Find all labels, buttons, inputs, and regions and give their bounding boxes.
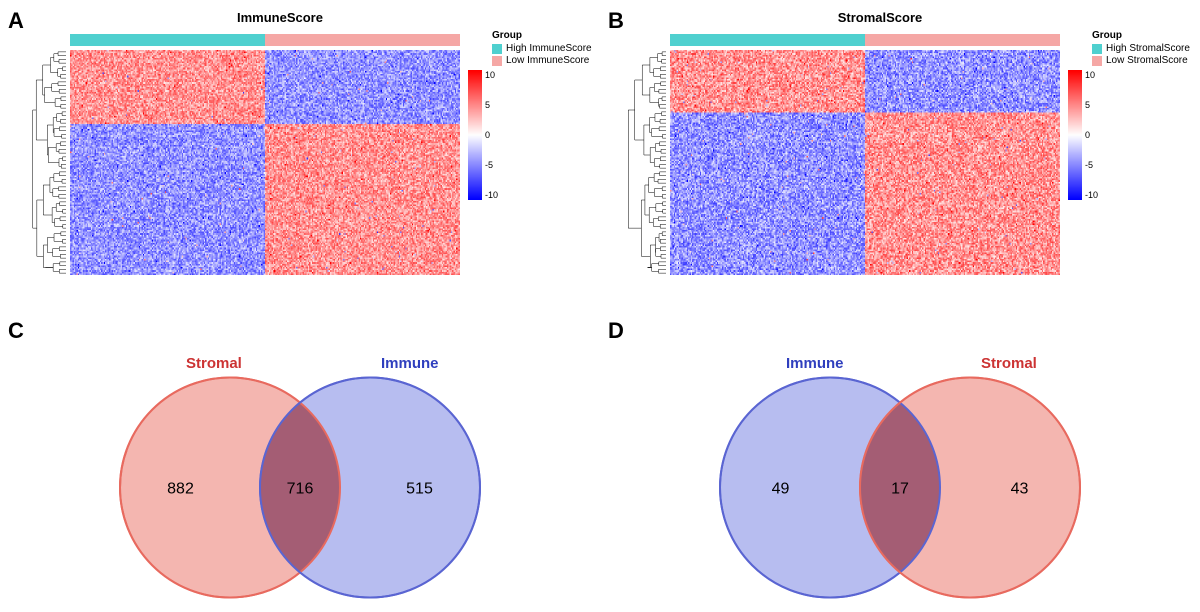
panelB-legend: GroupHigh StromalScoreLow StromalScore [1092,30,1190,67]
panelC-label: C [8,318,24,344]
panelA-title: ImmuneScore [230,10,330,25]
svg-text:Immune: Immune [786,355,844,372]
svg-text:515: 515 [406,481,433,498]
panelB-label: B [608,8,624,34]
panelB-heatmap [670,50,1060,275]
svg-text:Stromal: Stromal [981,355,1037,372]
panelA-colorbar: 1050-5-10 [468,70,498,200]
panelD-venn: Immune Stromal 49 43 17 [690,340,1110,605]
panelA-dendrogram [18,50,66,275]
panelA-label: A [8,8,24,34]
svg-text:882: 882 [167,481,194,498]
svg-text:Immune: Immune [381,355,439,372]
panelA-heatmap [70,50,460,275]
panelA-group-bar [70,34,460,46]
svg-text:716: 716 [287,481,314,498]
svg-text:17: 17 [891,481,909,498]
svg-text:Stromal: Stromal [186,355,242,372]
panelB-colorbar: 1050-5-10 [1068,70,1098,200]
panelB-title: StromalScore [830,10,930,25]
svg-text:43: 43 [1011,481,1029,498]
panelB-dendrogram [618,50,666,275]
panelD-label: D [608,318,624,344]
panelB-group-bar [670,34,1060,46]
panelC-venn: Stromal Immune 882 515 716 [90,340,510,605]
svg-text:49: 49 [772,481,790,498]
panelA-legend: GroupHigh ImmuneScoreLow ImmuneScore [492,30,592,67]
